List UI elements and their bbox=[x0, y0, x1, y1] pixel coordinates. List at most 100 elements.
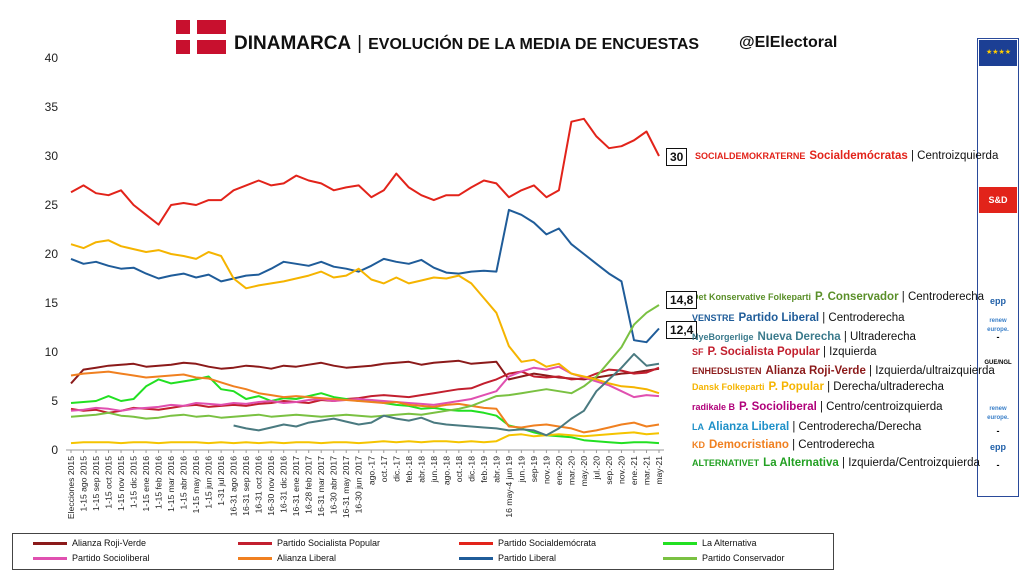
y-tick-label: 25 bbox=[45, 198, 59, 212]
legend-label: Partido Liberal bbox=[498, 553, 557, 563]
y-tick-label: 20 bbox=[45, 247, 59, 261]
party-ideology: | Centroizquierda bbox=[907, 150, 999, 162]
party-label: VENSTRE Partido Liberal | Centroderecha bbox=[692, 312, 905, 324]
x-tick-label: 1-15 dic 2015 bbox=[129, 456, 139, 508]
party-logo-icon: NyeBorgerlige bbox=[692, 332, 754, 342]
x-tick-label: ago.-18 bbox=[441, 456, 451, 485]
y-tick-label: 10 bbox=[45, 345, 59, 359]
party-label: radikale B P. Socioliberal | Centro/centr… bbox=[692, 401, 943, 413]
party-ideology: | Centroderecha bbox=[819, 312, 905, 324]
latest-value-box: 30 bbox=[666, 148, 688, 166]
legend-swatch bbox=[459, 542, 493, 546]
party-name: Democristiano bbox=[709, 439, 789, 451]
y-tick-label: 40 bbox=[45, 51, 59, 65]
party-label: KD Democristiano | Centroderecha bbox=[692, 439, 874, 451]
x-tick-label: ago.-17 bbox=[366, 456, 376, 485]
party-name: P. Conservador bbox=[815, 291, 899, 303]
y-tick-label: 30 bbox=[45, 149, 59, 163]
x-tick-label: feb.-18 bbox=[404, 456, 414, 483]
legend-label: Partido Conservador bbox=[702, 553, 785, 563]
party-ideology: | Centro/centroizquierda bbox=[816, 401, 943, 413]
eu-group-none-3: - bbox=[996, 460, 1000, 470]
x-tick-label: may.-20 bbox=[579, 456, 589, 487]
legend-swatch bbox=[33, 557, 67, 561]
y-tick-label: 5 bbox=[51, 394, 58, 408]
x-tick-label: 1-15 sep 2015 bbox=[91, 456, 101, 511]
eu-group-panel: ★ ★ ★ ★ S&D epp renew europe. - GUE/NGL … bbox=[977, 38, 1019, 497]
legend-item: Partido Conservador bbox=[663, 553, 785, 563]
x-tick-label: jun.-18 bbox=[429, 456, 439, 483]
party-logo-icon: SOCIALDEMOKRATERNE bbox=[695, 151, 806, 161]
legend-swatch bbox=[663, 542, 697, 546]
party-logo-icon: SF bbox=[692, 347, 704, 357]
eu-group-none: - bbox=[996, 332, 1000, 342]
legend-label: Alianza Liberal bbox=[277, 553, 337, 563]
eu-group-none-2: - bbox=[996, 426, 1000, 436]
party-ideology: | Centroderecha/Derecha bbox=[789, 421, 922, 433]
party-logo-icon: radikale B bbox=[692, 402, 736, 412]
x-tick-label: 16-30 jun 2017 bbox=[354, 456, 364, 514]
legend-item: La Alternativa bbox=[663, 538, 757, 548]
legend-swatch bbox=[33, 542, 67, 546]
source-handle: @ElElectoral bbox=[739, 34, 838, 51]
party-label: Det Konservative Folkeparti P. Conservado… bbox=[692, 291, 984, 303]
party-logo-icon: Dansk Folkeparti bbox=[692, 382, 765, 392]
x-tick-label: abr.-19 bbox=[491, 456, 501, 483]
series-line-democristiano bbox=[70, 431, 660, 445]
x-tick-label: sep.-20 bbox=[604, 456, 614, 485]
legend-item: Partido Socialdemócrata bbox=[459, 538, 596, 548]
x-tick-label: 1-31 jul 2016 bbox=[216, 456, 226, 506]
x-tick-label: 1-15 ene 2016 bbox=[141, 456, 151, 512]
party-label: ENHEDSLISTEN Alianza Roji-Verde | Izquier… bbox=[692, 365, 995, 377]
party-label: SF P. Socialista Popular | Izquierda bbox=[692, 346, 876, 358]
x-tick-label: dic.-17 bbox=[391, 456, 401, 482]
x-tick-label: mar.-20 bbox=[566, 456, 576, 485]
x-tick-label: 1-15 nov 2015 bbox=[116, 456, 126, 511]
party-logo-icon: VENSTRE bbox=[692, 313, 735, 323]
legend-item: Alianza Liberal bbox=[238, 553, 336, 563]
legend-swatch bbox=[238, 557, 272, 561]
party-ideology: | Derecha/ultraderecha bbox=[823, 381, 944, 393]
eu-group-epp: epp bbox=[989, 296, 1006, 306]
party-label: LA Alianza Liberal | Centroderecha/Derech… bbox=[692, 421, 921, 433]
x-tick-label: oct.-17 bbox=[379, 456, 389, 482]
x-tick-label: 16-31 dic 2016 bbox=[279, 456, 289, 513]
party-logo-icon: LA bbox=[692, 422, 704, 432]
party-label: NyeBorgerlige Nueva Derecha | Ultraderech… bbox=[692, 331, 916, 343]
x-tick-label: 16-31 sep 2016 bbox=[241, 456, 251, 516]
x-tick-label: feb.-19 bbox=[479, 456, 489, 483]
party-ideology: | Centroderecha bbox=[898, 291, 985, 303]
x-tick-label: 16-31 ene 2017 bbox=[291, 456, 301, 516]
series-line-partido-liberal bbox=[70, 208, 660, 344]
party-ideology: | Izquierda bbox=[819, 346, 877, 358]
x-tick-label: Elecciones 2015 bbox=[66, 456, 76, 519]
party-label: SOCIALDEMOKRATERNE Socialdemócratas | Cen… bbox=[695, 150, 998, 162]
denmark-flag bbox=[176, 20, 226, 54]
eu-group-renew: renew europe. bbox=[987, 318, 1009, 333]
series-line-partido-socialdem-crata bbox=[70, 117, 660, 226]
x-tick-label: dic.-18 bbox=[466, 456, 476, 482]
x-tick-label: may-21 bbox=[654, 456, 664, 485]
party-name: Nueva Derecha bbox=[757, 331, 841, 343]
legend-swatch bbox=[459, 557, 493, 561]
x-tick-label: 16-28 feb 2017 bbox=[304, 456, 314, 514]
x-tick-label: 16-31 oct 2016 bbox=[254, 456, 264, 514]
series-line-partido-socialista-popular bbox=[70, 366, 660, 414]
legend-label: Partido Socialista Popular bbox=[277, 538, 381, 548]
latest-value-box: 12,4 bbox=[666, 321, 698, 339]
eu-group-epp-2: epp bbox=[989, 442, 1006, 452]
x-tick-label: 16-31 ago 2016 bbox=[229, 456, 239, 516]
chart-title: DINAMARCA | EVOLUCIÓN DE LA MEDIA DE ENCUE… bbox=[234, 33, 700, 54]
party-logo-icon: KD bbox=[692, 440, 705, 450]
legend-swatch bbox=[238, 542, 272, 546]
party-label: Dansk Folkeparti P. Popular | Derecha/ult… bbox=[692, 381, 944, 393]
x-tick-label: oct.-18 bbox=[454, 456, 464, 482]
x-tick-label: 1-15 ago 2015 bbox=[79, 456, 89, 512]
x-tick-label: 16-30 nov 2016 bbox=[266, 456, 276, 516]
eu-flag-icon: ★ ★ ★ ★ bbox=[979, 40, 1017, 66]
x-tick-label: 1-15 mar 2016 bbox=[166, 456, 176, 512]
x-tick-label: sep-19 bbox=[529, 456, 539, 482]
x-tick-label: nov.-19 bbox=[541, 456, 551, 484]
legend-item: Partido Liberal bbox=[459, 553, 556, 563]
